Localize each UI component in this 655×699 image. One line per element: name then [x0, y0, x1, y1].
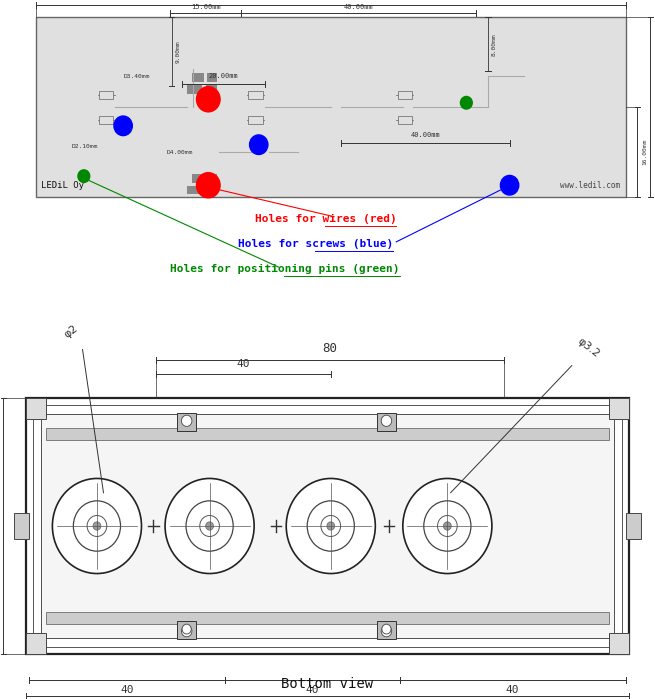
Bar	[207, 73, 217, 82]
Bar	[26, 398, 46, 419]
Bar	[626, 512, 641, 540]
Text: Holes for wires (red): Holes for wires (red)	[255, 214, 396, 224]
Circle shape	[73, 500, 121, 551]
Bar	[206, 186, 217, 194]
Circle shape	[200, 516, 219, 537]
Bar	[206, 85, 217, 94]
Circle shape	[87, 516, 107, 537]
Text: 40: 40	[506, 685, 519, 695]
Circle shape	[196, 87, 220, 112]
Bar	[398, 92, 412, 99]
Bar	[36, 17, 626, 197]
Bar	[26, 398, 629, 654]
Bar	[46, 428, 609, 440]
Text: 80: 80	[323, 342, 337, 355]
Bar	[177, 621, 196, 639]
Text: 40.00mm: 40.00mm	[344, 3, 373, 10]
Text: LEDiL Oy: LEDiL Oy	[41, 181, 84, 190]
Bar	[609, 398, 629, 419]
Text: 40: 40	[236, 359, 250, 369]
Text: www.ledil.com: www.ledil.com	[560, 181, 620, 190]
Circle shape	[286, 478, 375, 573]
Bar	[187, 85, 202, 94]
Text: φ2: φ2	[62, 324, 79, 340]
Circle shape	[196, 173, 220, 198]
Bar	[99, 117, 113, 124]
Circle shape	[206, 521, 214, 531]
Bar	[207, 174, 217, 183]
Text: 15.00mm: 15.00mm	[191, 3, 221, 10]
Circle shape	[52, 478, 141, 573]
Circle shape	[381, 415, 392, 426]
Bar	[46, 612, 609, 624]
Circle shape	[382, 624, 391, 634]
Bar	[248, 92, 263, 99]
Circle shape	[443, 521, 451, 531]
Text: D4.00mm: D4.00mm	[167, 150, 193, 154]
Bar	[398, 117, 412, 124]
Circle shape	[250, 135, 268, 154]
Circle shape	[182, 624, 191, 634]
Bar	[41, 414, 614, 638]
Circle shape	[321, 516, 341, 537]
Bar	[248, 117, 263, 124]
Bar	[377, 621, 396, 639]
Text: 40: 40	[305, 685, 319, 695]
Circle shape	[165, 478, 254, 573]
Circle shape	[93, 521, 101, 531]
Bar	[192, 174, 204, 183]
Bar	[14, 512, 29, 540]
Bar	[99, 92, 113, 99]
Text: 9.00mm: 9.00mm	[176, 41, 181, 63]
Circle shape	[181, 626, 192, 637]
Text: 8.00mm: 8.00mm	[492, 33, 497, 56]
Bar	[609, 633, 629, 654]
Circle shape	[114, 116, 132, 136]
Circle shape	[500, 175, 519, 195]
Bar	[187, 186, 202, 194]
Circle shape	[381, 626, 392, 637]
Text: 40: 40	[121, 685, 134, 695]
Text: 20.00mm: 20.00mm	[209, 73, 238, 79]
Circle shape	[403, 478, 492, 573]
Bar	[33, 405, 622, 647]
Text: Holes for screws (blue): Holes for screws (blue)	[238, 239, 393, 249]
Circle shape	[186, 500, 233, 551]
Circle shape	[424, 500, 471, 551]
Circle shape	[438, 516, 457, 537]
Circle shape	[307, 500, 354, 551]
Text: φ3.2: φ3.2	[575, 336, 601, 360]
Text: 40.00mm: 40.00mm	[410, 132, 440, 138]
Circle shape	[181, 415, 192, 426]
Circle shape	[327, 521, 335, 531]
Bar	[377, 413, 396, 431]
Circle shape	[78, 170, 90, 182]
Bar	[177, 413, 196, 431]
Text: 16.00mm: 16.00mm	[643, 139, 648, 166]
Circle shape	[460, 96, 472, 109]
Text: Holes for positioning pins (green): Holes for positioning pins (green)	[170, 264, 400, 274]
Text: D2.10mm: D2.10mm	[72, 144, 98, 150]
Bar	[26, 633, 46, 654]
Text: D3.40mm: D3.40mm	[123, 74, 149, 79]
Text: Bottom view: Bottom view	[282, 677, 373, 691]
Bar	[192, 73, 204, 82]
